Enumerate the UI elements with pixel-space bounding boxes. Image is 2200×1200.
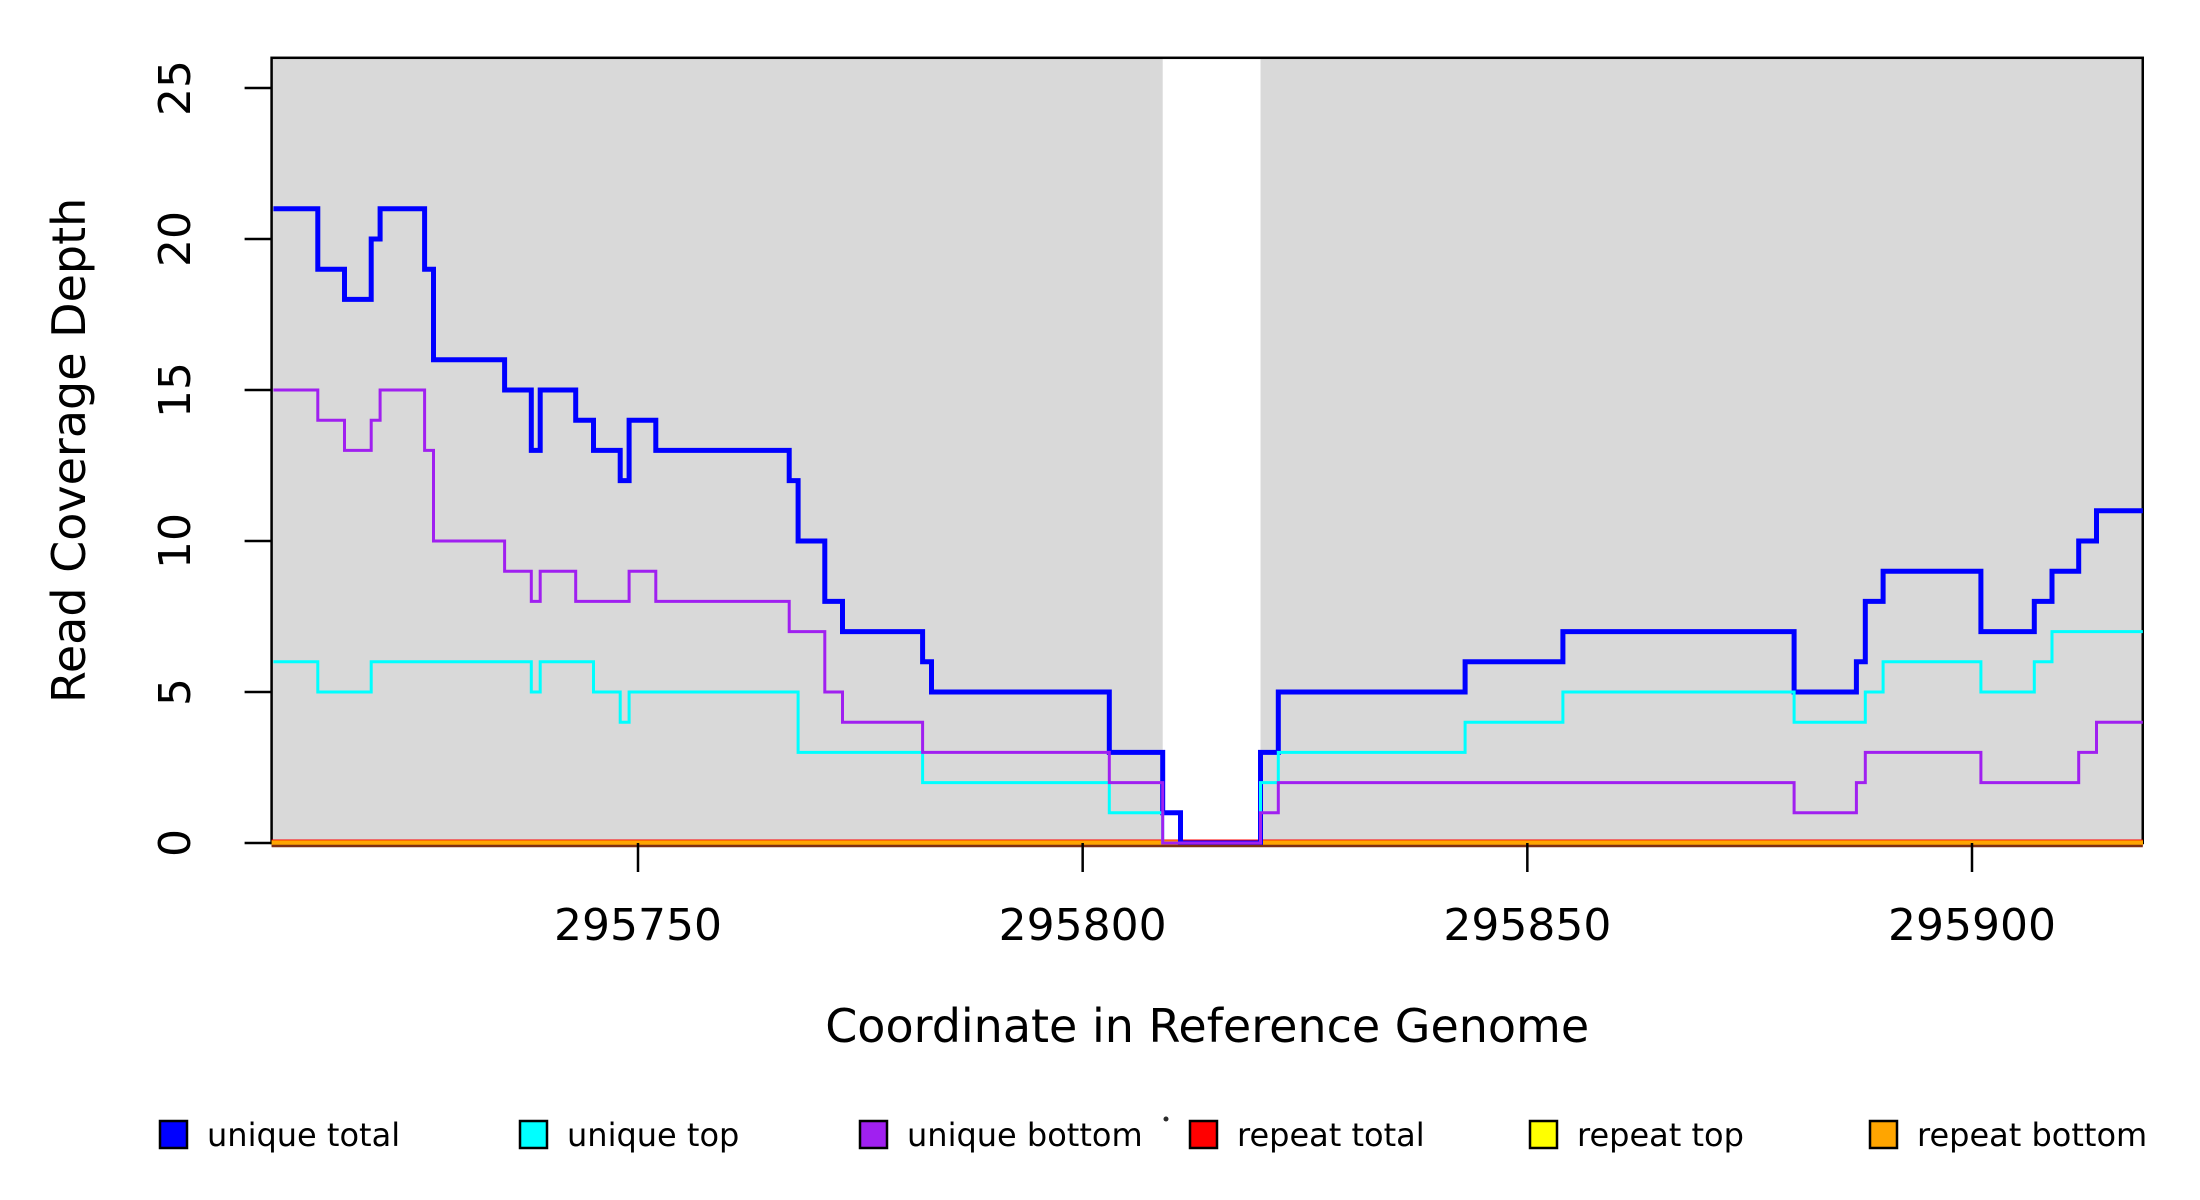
legend-swatch-unique-top (518, 1119, 549, 1150)
legend-item-unique-bottom: unique bottom (858, 1116, 1143, 1154)
legend-swatch-repeat-bottom (1868, 1119, 1899, 1150)
y-tick-label-15: 15 (150, 362, 201, 418)
legend-swatch-repeat-total (1188, 1119, 1219, 1150)
plot-shaded-region-1 (1260, 57, 2143, 844)
legend-item-repeat-bottom: repeat bottom (1868, 1116, 2147, 1154)
legend-label-unique-total: unique total (207, 1116, 400, 1154)
x-axis-title: Coordinate in Reference Genome (825, 999, 1589, 1053)
series-line-unique-bottom (273, 388, 2143, 845)
y-tick-label-25: 25 (150, 60, 201, 116)
legend-item-unique-top: unique top (518, 1116, 739, 1154)
legend-label-unique-top: unique top (567, 1116, 739, 1154)
x-tick-label-295850: 295850 (1443, 900, 1611, 951)
y-tick-label-0: 0 (150, 829, 201, 857)
y-tick-label-5: 5 (150, 678, 201, 706)
stray-dot (1163, 1116, 1169, 1122)
x-tick-label-295800: 295800 (999, 900, 1167, 951)
legend-item-repeat-total: repeat total (1188, 1116, 1425, 1154)
legend-label-repeat-top: repeat top (1577, 1116, 1744, 1154)
x-tick-label-295900: 295900 (1888, 900, 2056, 951)
y-tick-label-10: 10 (150, 513, 201, 569)
x-tick-label-295750: 295750 (554, 900, 722, 951)
legend-label-repeat-total: repeat total (1237, 1116, 1425, 1154)
legend-swatch-repeat-top (1528, 1119, 1559, 1150)
legend-label-repeat-bottom: repeat bottom (1917, 1116, 2147, 1154)
y-tick-label-20: 20 (150, 211, 201, 267)
legend-label-unique-bottom: unique bottom (907, 1116, 1143, 1154)
series-line-unique-total (273, 206, 2143, 846)
legend-item-repeat-top: repeat top (1528, 1116, 1744, 1154)
legend-swatch-unique-total (158, 1119, 189, 1150)
legend-swatch-unique-bottom (858, 1119, 889, 1150)
y-axis-title: Read Coverage Depth (42, 198, 96, 703)
legend-item-unique-total: unique total (158, 1116, 400, 1154)
